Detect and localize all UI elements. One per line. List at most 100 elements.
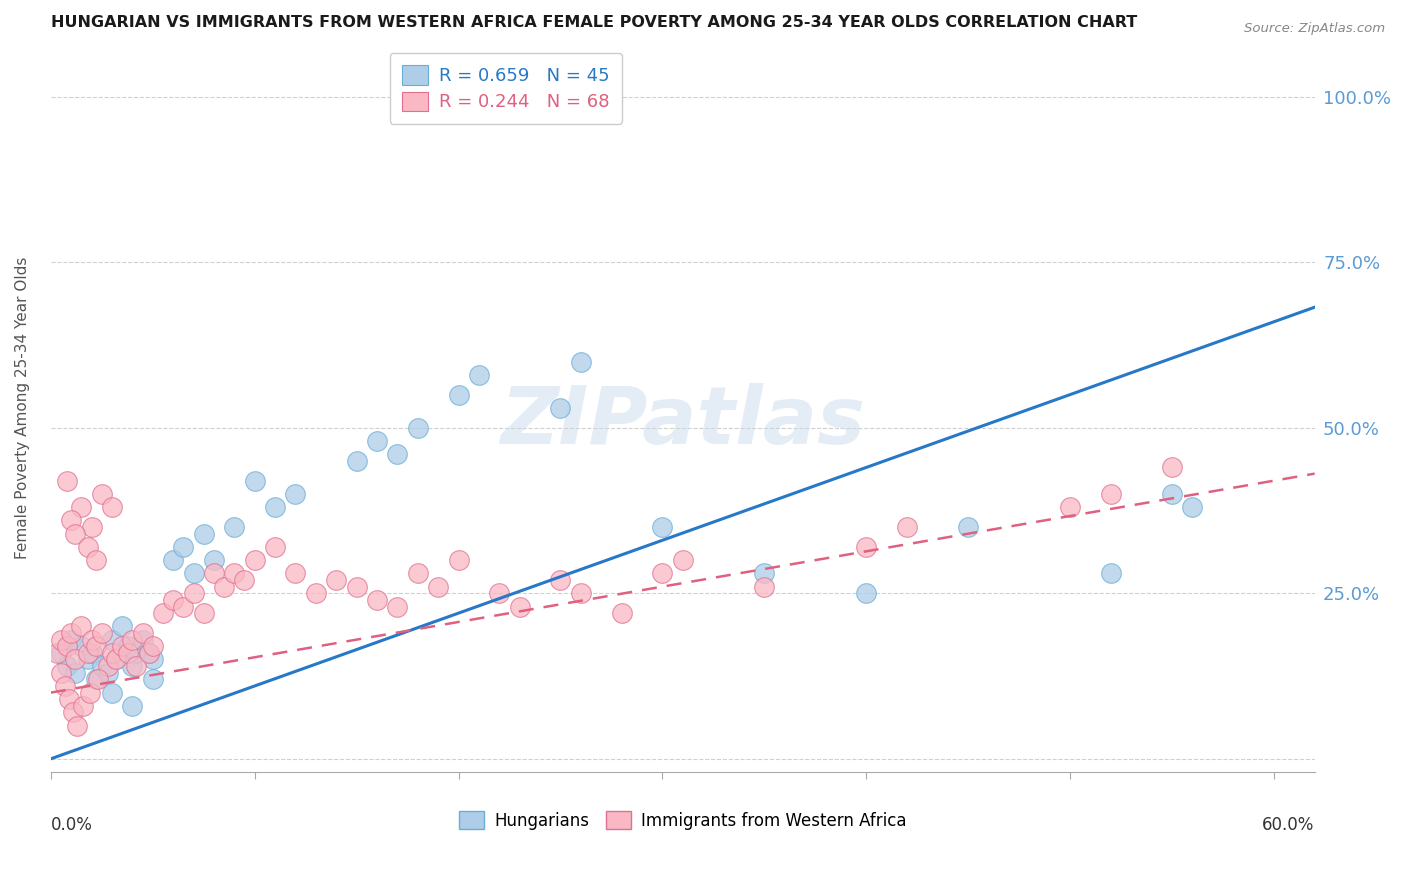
Point — [49, 665, 72, 680]
Text: 0.0%: 0.0% — [51, 816, 93, 834]
Point — [1181, 500, 1204, 515]
Point — [855, 540, 877, 554]
Point — [76, 540, 98, 554]
Point — [65, 665, 87, 680]
Point — [202, 553, 225, 567]
Point — [509, 599, 531, 614]
Point — [447, 387, 470, 401]
Point — [202, 566, 225, 581]
Point — [183, 566, 205, 581]
Point — [212, 580, 235, 594]
Point — [84, 553, 107, 567]
Legend: Hungarians, Immigrants from Western Africa: Hungarians, Immigrants from Western Afri… — [453, 805, 912, 837]
Point — [610, 606, 633, 620]
Point — [111, 639, 134, 653]
Point — [387, 599, 409, 614]
Point — [58, 692, 80, 706]
Point — [142, 652, 165, 666]
Point — [56, 639, 79, 653]
Point — [754, 580, 776, 594]
Point — [80, 520, 103, 534]
Point — [131, 632, 153, 647]
Point — [60, 513, 83, 527]
Point — [56, 659, 79, 673]
Point — [406, 566, 429, 581]
Point — [957, 520, 980, 534]
Point — [125, 646, 148, 660]
Point — [142, 673, 165, 687]
Point — [66, 719, 89, 733]
Point — [233, 573, 256, 587]
Point — [111, 619, 134, 633]
Point — [243, 553, 266, 567]
Point — [79, 685, 101, 699]
Text: HUNGARIAN VS IMMIGRANTS FROM WESTERN AFRICA FEMALE POVERTY AMONG 25-34 YEAR OLDS: HUNGARIAN VS IMMIGRANTS FROM WESTERN AFR… — [51, 15, 1137, 30]
Point — [49, 632, 72, 647]
Point — [56, 474, 79, 488]
Point — [468, 368, 491, 382]
Point — [60, 626, 83, 640]
Point — [569, 586, 592, 600]
Point — [550, 401, 572, 415]
Point — [142, 639, 165, 653]
Point — [90, 626, 112, 640]
Point — [284, 566, 307, 581]
Point — [896, 520, 918, 534]
Point — [90, 487, 112, 501]
Point — [550, 573, 572, 587]
Point — [346, 454, 368, 468]
Point — [1099, 566, 1122, 581]
Point — [224, 520, 246, 534]
Point — [70, 619, 93, 633]
Point — [121, 659, 143, 673]
Point — [125, 659, 148, 673]
Point — [84, 639, 107, 653]
Point — [76, 652, 98, 666]
Text: 60.0%: 60.0% — [1263, 816, 1315, 834]
Y-axis label: Female Poverty Among 25-34 Year Olds: Female Poverty Among 25-34 Year Olds — [15, 257, 30, 559]
Point — [152, 606, 174, 620]
Point — [387, 447, 409, 461]
Point — [90, 659, 112, 673]
Point — [53, 679, 76, 693]
Point — [101, 685, 124, 699]
Point — [325, 573, 347, 587]
Point — [70, 500, 93, 515]
Point — [138, 646, 160, 660]
Point — [80, 632, 103, 647]
Point — [651, 566, 673, 581]
Text: Source: ZipAtlas.com: Source: ZipAtlas.com — [1244, 22, 1385, 36]
Point — [65, 526, 87, 541]
Point — [305, 586, 328, 600]
Point — [172, 599, 194, 614]
Point — [121, 632, 143, 647]
Point — [651, 520, 673, 534]
Point — [855, 586, 877, 600]
Point — [406, 421, 429, 435]
Point — [193, 526, 215, 541]
Point — [101, 632, 124, 647]
Point — [447, 553, 470, 567]
Point — [1059, 500, 1081, 515]
Point — [72, 698, 94, 713]
Point — [672, 553, 695, 567]
Point — [121, 698, 143, 713]
Point — [183, 586, 205, 600]
Point — [70, 639, 93, 653]
Point — [105, 652, 128, 666]
Point — [46, 646, 69, 660]
Point — [60, 632, 83, 647]
Point — [76, 646, 98, 660]
Point — [1161, 487, 1184, 501]
Point — [101, 500, 124, 515]
Point — [49, 646, 72, 660]
Point — [569, 354, 592, 368]
Point — [97, 659, 120, 673]
Point — [117, 639, 139, 653]
Point — [131, 626, 153, 640]
Point — [366, 593, 388, 607]
Point — [101, 646, 124, 660]
Point — [243, 474, 266, 488]
Point — [754, 566, 776, 581]
Point — [162, 553, 184, 567]
